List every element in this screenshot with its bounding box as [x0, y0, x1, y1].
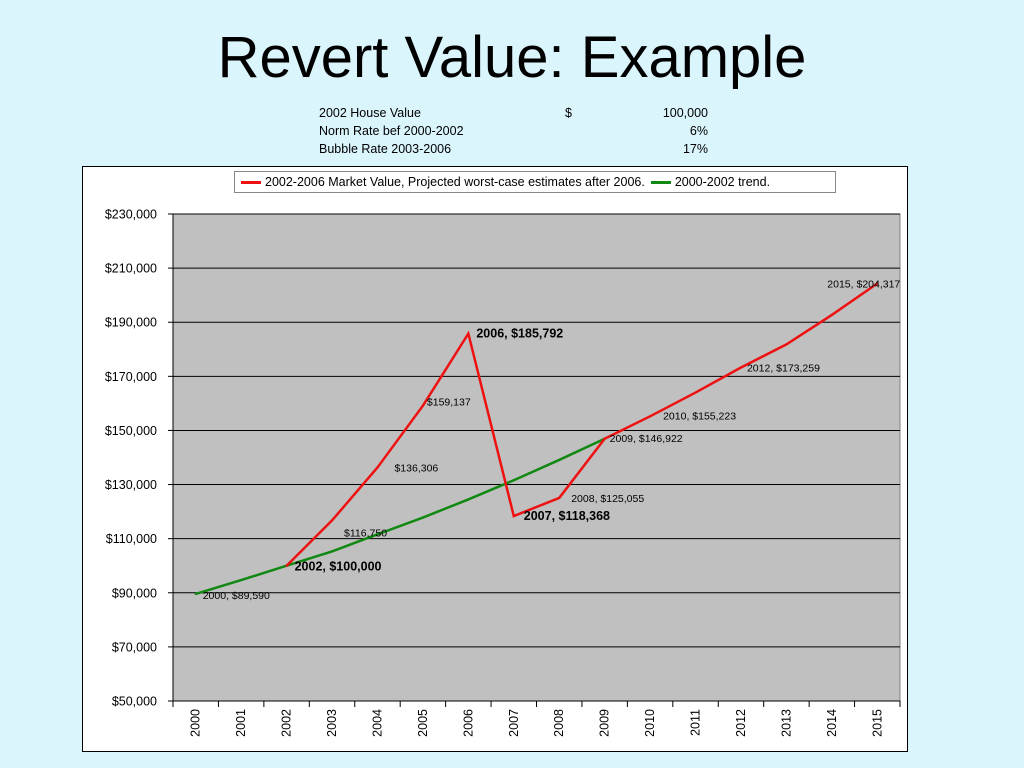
data-point	[830, 313, 834, 317]
legend-label: 2000-2002 trend.	[674, 175, 771, 189]
data-point	[467, 498, 470, 501]
data-point	[376, 533, 379, 536]
x-tick-label: 2015	[870, 709, 884, 737]
data-label: $136,306	[394, 462, 438, 474]
x-tick-label: 2011	[689, 709, 703, 736]
slide-title: Revert Value: Example	[217, 25, 807, 90]
x-tick-label: 2008	[552, 709, 566, 737]
data-point	[558, 496, 561, 500]
info-row: Bubble Rate 2003-2006 17%	[319, 140, 708, 158]
data-label: 2008, $125,055	[571, 493, 644, 505]
data-point	[376, 466, 379, 469]
legend-swatch-red	[241, 180, 261, 184]
info-label: Bubble Rate 2003-2006	[319, 142, 452, 156]
x-tick-label: 2002	[280, 709, 294, 737]
data-point	[512, 514, 515, 518]
data-label: 2015, $204,317	[827, 278, 900, 290]
data-label: $116,750	[344, 527, 387, 539]
data-point	[739, 366, 743, 369]
x-tick-label: 2005	[416, 709, 430, 737]
x-tick-label: 2004	[370, 709, 384, 737]
data-label: 2009, $146,922	[610, 433, 683, 445]
y-tick-label: $90,000	[112, 586, 157, 600]
chart-legend: 2002-2006 Market Value, Projected worst-…	[234, 171, 836, 193]
data-point	[558, 458, 561, 462]
data-label: 2000, $89,590	[203, 590, 270, 602]
data-point	[785, 343, 788, 346]
data-point	[421, 404, 425, 407]
data-point	[421, 516, 425, 519]
info-label: 2002 House Value	[319, 106, 421, 120]
info-table: 2002 House Value $ 100,000 Norm Rate bef…	[319, 104, 708, 158]
data-label: 2010, $155,223	[663, 410, 736, 422]
x-tick-label: 2003	[325, 709, 339, 737]
data-label: 2002, $100,000	[295, 560, 382, 574]
x-tick-label: 2007	[507, 709, 521, 737]
x-tick-label: 2009	[598, 709, 612, 737]
series-line-trend	[195, 437, 606, 596]
info-value: 17%	[682, 142, 708, 156]
y-tick-label: $130,000	[105, 478, 157, 492]
info-value: 100,000	[662, 106, 708, 120]
legend-swatch-green	[650, 180, 671, 184]
data-point	[239, 578, 243, 582]
x-tick-label: 2014	[825, 709, 839, 737]
x-tick-label: 2013	[779, 709, 793, 737]
data-point	[330, 519, 334, 522]
series-line-market-value	[285, 282, 878, 567]
x-tick-label: 2000	[189, 709, 203, 737]
info-row: 2002 House Value $ 100,000	[319, 104, 708, 122]
plot-area	[172, 213, 901, 702]
data-label: 2012, $173,259	[747, 363, 820, 375]
x-tick-label: 2012	[734, 709, 748, 737]
data-point	[694, 391, 697, 394]
y-tick-label: $230,000	[105, 208, 157, 222]
legend-item: 2002-2006 Market Value, Projected worst-…	[241, 175, 645, 189]
y-tick-label: $50,000	[112, 695, 157, 709]
data-point	[330, 550, 334, 553]
data-point	[467, 332, 470, 335]
data-point	[194, 592, 197, 596]
y-tick-label: $110,000	[106, 532, 157, 546]
info-label: Norm Rate bef 2000-2002	[319, 124, 464, 138]
info-row: Norm Rate bef 2000-2002 6%	[319, 122, 708, 140]
info-value: 6%	[689, 124, 708, 138]
y-tick-label: $210,000	[105, 262, 157, 276]
data-point	[603, 437, 606, 440]
y-tick-label: $170,000	[105, 370, 157, 384]
info-currency: $	[565, 106, 572, 120]
legend-label: 2002-2006 Market Value, Projected worst-…	[265, 175, 645, 189]
data-point	[648, 415, 652, 418]
data-label: 2006, $185,792	[476, 327, 563, 341]
y-tick-label: $70,000	[112, 640, 157, 654]
data-label: 2007, $118,368	[524, 509, 610, 523]
data-label: $159,137	[427, 397, 471, 409]
y-tick-label: $190,000	[105, 316, 157, 330]
legend-item: 2000-2002 trend.	[650, 175, 771, 189]
x-tick-label: 2010	[643, 709, 657, 737]
data-point	[285, 564, 288, 567]
x-tick-label: 2006	[461, 709, 475, 737]
data-point	[876, 282, 879, 285]
x-tick-label: 2001	[234, 709, 248, 737]
data-point	[512, 479, 515, 482]
y-tick-label: $150,000	[105, 424, 157, 438]
